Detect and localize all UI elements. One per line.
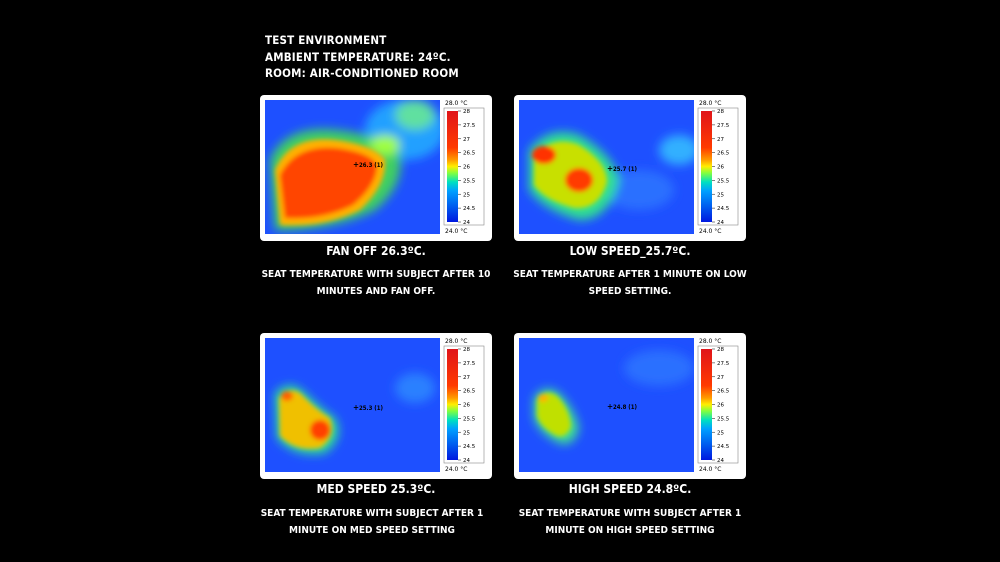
scale-tick-label: 26.5 <box>717 389 730 395</box>
scale-tick-label: 24.5 <box>463 444 476 450</box>
test-environment-header: TEST ENVIRONMENT AMBIENT TEMPERATURE: 24… <box>265 32 459 82</box>
panel-title-med-speed: MED SPEED 25.3ºC. <box>316 482 436 496</box>
description-line: SEAT TEMPERATURE WITH SUBJECT AFTER 10 <box>261 269 491 280</box>
description-line: SEAT TEMPERATURE AFTER 1 MINUTE ON LOW <box>513 269 747 280</box>
scale-tick-label: 25.5 <box>717 416 730 422</box>
scale-tick-label: 25.5 <box>717 178 730 184</box>
thermal-panel-high-speed: +24.8 (1) 28.0 °C 28 27.5 27 26.5 26 25.5 25 24.… <box>514 333 746 479</box>
scale-min-label: 24.0 °C <box>699 466 721 473</box>
scale-tick-label: 27 <box>463 137 470 143</box>
scale-tick-label: 28 <box>463 347 470 353</box>
description-line: MINUTE ON HIGH SPEED SETTING <box>545 525 715 536</box>
crosshair-icon: + <box>607 402 614 411</box>
panel-description-high-speed: SEAT TEMPERATURE WITH SUBJECT AFTER 1 MI… <box>500 505 760 539</box>
scale-tick-label: 28 <box>717 347 724 353</box>
scale-tick-label: 24.5 <box>717 206 730 212</box>
scale-min-label: 24.0 °C <box>445 228 467 235</box>
crosshair-fan-off: +26.3 (1) <box>353 160 383 169</box>
crosshair-med-speed: +25.3 (1) <box>353 403 383 412</box>
scale-tick-label: 28 <box>463 109 470 115</box>
scale-tick-label: 26.5 <box>463 389 476 395</box>
crosshair-label: 24.8 (1) <box>613 404 637 411</box>
scale-tick-label: 26.5 <box>463 151 476 157</box>
scale-max-label: 28.0 °C <box>699 338 721 345</box>
description-line: MINUTE ON MED SPEED SETTING <box>289 525 455 536</box>
scale-tick-label: 27 <box>717 375 724 381</box>
header-line-1: TEST ENVIRONMENT <box>265 33 387 47</box>
scale-max-label: 28.0 °C <box>445 338 467 345</box>
scale-color-bar <box>447 111 458 222</box>
temperature-scale: 28.0 °C 28 27.5 27 26.5 26 25.5 25 24.5 24 24.0 °C <box>697 336 742 476</box>
panel-description-low-speed: SEAT TEMPERATURE AFTER 1 MINUTE ON LOW S… <box>500 266 760 300</box>
scale-color-bar <box>701 349 712 460</box>
scale-tick-label: 25 <box>463 192 470 198</box>
crosshair-icon: + <box>353 160 360 169</box>
scale-max-label: 28.0 °C <box>445 100 467 107</box>
thermal-panel-med-speed: +25.3 (1) 28.0 °C 28 27.5 27 26.5 26 25.5 25 24.… <box>260 333 492 479</box>
scale-color-bar <box>447 349 458 460</box>
scale-tick-label: 25 <box>717 430 724 436</box>
description-line: SEAT TEMPERATURE WITH SUBJECT AFTER 1 <box>260 508 484 519</box>
scale-tick-label: 27 <box>717 137 724 143</box>
scale-tick-label: 26.5 <box>717 151 730 157</box>
scale-min-label: 24.0 °C <box>699 228 721 235</box>
temperature-scale: 28.0 °C 28 27.5 27 26.5 26 25.5 25 24.5 24 24.0 °C <box>443 336 488 476</box>
scale-tick-label: 27 <box>463 375 470 381</box>
panel-title-low-speed: LOW SPEED_25.7ºC. <box>569 244 691 258</box>
scale-tick-label: 28 <box>717 109 724 115</box>
temperature-scale: 28.0 °C 28 27.5 27 26.5 26 25.5 25 24.5 24 24.0 °C <box>443 98 488 238</box>
scale-max-label: 28.0 °C <box>699 100 721 107</box>
description-line: MINUTES AND FAN OFF. <box>316 286 436 297</box>
panel-title-high-speed: HIGH SPEED 24.8ºC. <box>568 482 692 496</box>
scale-tick-label: 26 <box>463 165 470 171</box>
scale-tick-label: 25.5 <box>463 416 476 422</box>
panel-description-med-speed: SEAT TEMPERATURE WITH SUBJECT AFTER 1 MI… <box>242 505 502 539</box>
scale-tick-label: 26 <box>463 403 470 409</box>
scale-tick-label: 24 <box>463 458 470 464</box>
scale-min-label: 24.0 °C <box>445 466 467 473</box>
thermal-panel-low-speed: +25.7 (1) 28.0 °C 28 27.5 27 26.5 26 25.5 25 24.… <box>514 95 746 241</box>
panel-title-fan-off: FAN OFF 26.3ºC. <box>326 244 426 258</box>
scale-tick-label: 27.5 <box>463 361 476 367</box>
scale-tick-label: 25 <box>717 192 724 198</box>
crosshair-label: 25.7 (1) <box>613 166 637 173</box>
scale-tick-label: 27.5 <box>717 361 730 367</box>
scale-tick-label: 24.5 <box>717 444 730 450</box>
scale-tick-label: 24 <box>463 220 470 226</box>
header-line-2: AMBIENT TEMPERATURE: 24ºC. <box>265 49 451 64</box>
scale-tick-label: 27.5 <box>717 123 730 129</box>
header-line-3: ROOM: AIR-CONDITIONED ROOM <box>265 66 459 80</box>
thermal-image-low-speed: +25.7 (1) <box>519 100 694 234</box>
crosshair-label: 26.3 (1) <box>359 162 383 169</box>
crosshair-icon: + <box>607 164 614 173</box>
temperature-scale: 28.0 °C 28 27.5 27 26.5 26 25.5 25 24.5 24 24.0 °C <box>697 98 742 238</box>
scale-tick-label: 25 <box>463 430 470 436</box>
panel-description-fan-off: SEAT TEMPERATURE WITH SUBJECT AFTER 10 M… <box>246 266 506 300</box>
thermal-image-high-speed: +24.8 (1) <box>519 338 694 472</box>
scale-tick-label: 24.5 <box>463 206 476 212</box>
thermal-image-fan-off: +26.3 (1) <box>265 100 440 234</box>
scale-tick-label: 25.5 <box>463 178 476 184</box>
scale-tick-label: 24 <box>717 220 724 226</box>
description-line: SPEED SETTING. <box>588 286 672 297</box>
scale-tick-label: 26 <box>717 165 724 171</box>
scale-color-bar <box>701 111 712 222</box>
scale-tick-label: 26 <box>717 403 724 409</box>
thermal-panel-fan-off: +26.3 (1) 28.0 °C 28 27.5 27 26.5 26 25.5 25 24.… <box>260 95 492 241</box>
crosshair-high-speed: +24.8 (1) <box>607 402 637 411</box>
description-line: SEAT TEMPERATURE WITH SUBJECT AFTER 1 <box>518 508 742 519</box>
thermal-image-med-speed: +25.3 (1) <box>265 338 440 472</box>
crosshair-label: 25.3 (1) <box>359 405 383 412</box>
crosshair-icon: + <box>353 403 360 412</box>
scale-tick-label: 27.5 <box>463 123 476 129</box>
crosshair-low-speed: +25.7 (1) <box>607 164 637 173</box>
scale-tick-label: 24 <box>717 458 724 464</box>
